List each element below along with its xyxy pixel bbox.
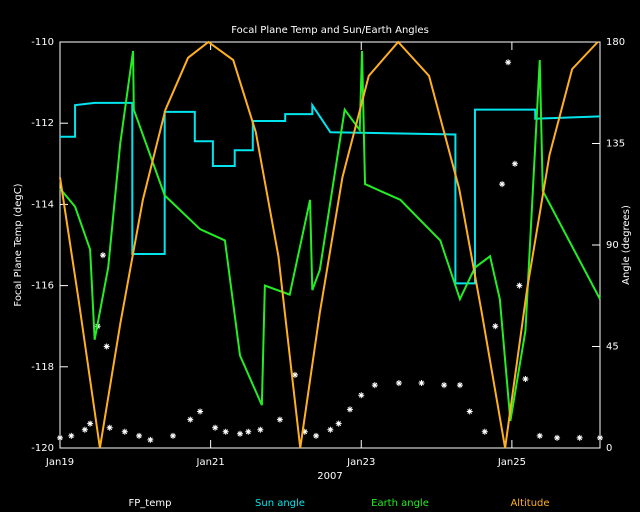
star-marker — [68, 432, 75, 439]
series-line — [60, 101, 601, 285]
star-marker — [576, 434, 583, 441]
x-axis-label: 2007 — [317, 471, 342, 482]
y2-tick-label: 90 — [606, 240, 619, 251]
y2-tick-label: 180 — [606, 37, 625, 48]
y-tick-label: -116 — [31, 281, 54, 292]
series-line — [59, 50, 601, 422]
star-marker — [106, 424, 113, 431]
star-marker — [554, 434, 561, 441]
x-tick-label: Jan19 — [45, 457, 74, 468]
y-tick-label: -120 — [31, 443, 54, 454]
x-tick-label: Jan25 — [497, 457, 526, 468]
star-marker — [136, 432, 143, 439]
star-marker — [257, 426, 264, 433]
star-marker — [481, 428, 488, 435]
star-marker — [456, 382, 463, 389]
star-marker — [466, 408, 473, 415]
y2-axis-label: Angle (degrees) — [621, 205, 632, 285]
star-marker — [222, 428, 229, 435]
star-marker — [99, 252, 106, 259]
star-marker — [441, 382, 448, 389]
legend-label: Altitude — [510, 498, 549, 509]
star-marker — [418, 380, 425, 387]
star-marker — [87, 420, 94, 427]
star-marker — [291, 371, 298, 378]
star-marker — [147, 436, 154, 443]
star-marker — [511, 160, 518, 167]
star-marker — [81, 426, 88, 433]
y-tick-label: -110 — [31, 37, 54, 48]
star-marker — [371, 382, 378, 389]
star-marker — [597, 434, 603, 441]
star-marker — [492, 323, 499, 330]
y2-tick-label: 45 — [606, 342, 619, 353]
legend-label: FP_temp — [129, 498, 172, 509]
star-marker — [536, 432, 543, 439]
y-tick-label: -112 — [31, 118, 54, 129]
star-marker — [57, 434, 63, 441]
y2-tick-label: 0 — [606, 443, 612, 454]
x-tick-label: Jan23 — [346, 457, 375, 468]
star-marker — [499, 181, 506, 188]
star-marker — [313, 432, 320, 439]
star-marker — [245, 428, 252, 435]
star-marker — [197, 408, 204, 415]
star-marker — [103, 343, 110, 350]
chart-title: Focal Plane Temp and Sun/Earth Angles — [231, 25, 429, 36]
star-marker — [522, 375, 529, 382]
star-marker — [505, 59, 512, 66]
x-tick-label: Jan21 — [196, 457, 225, 468]
star-marker — [327, 426, 334, 433]
star-marker — [516, 282, 523, 289]
legend-label: Earth angle — [371, 498, 429, 509]
star-marker — [395, 380, 402, 387]
star-marker — [212, 424, 219, 431]
star-marker — [335, 420, 342, 427]
star-marker — [301, 428, 308, 435]
star-marker — [187, 416, 194, 423]
star-marker — [276, 416, 283, 423]
plot-frame — [59, 41, 601, 449]
star-marker — [358, 392, 365, 399]
star-marker — [237, 430, 243, 437]
legend-label: Sun angle — [255, 498, 305, 509]
star-marker — [169, 432, 176, 439]
y2-tick-label: 135 — [606, 139, 625, 150]
y-axis-label: Focal Plane Temp (degC) — [13, 183, 24, 306]
star-marker — [121, 428, 128, 435]
series-line — [59, 40, 599, 449]
star-marker — [346, 406, 353, 413]
y-tick-label: -118 — [31, 362, 54, 373]
y-tick-label: -114 — [31, 199, 54, 210]
